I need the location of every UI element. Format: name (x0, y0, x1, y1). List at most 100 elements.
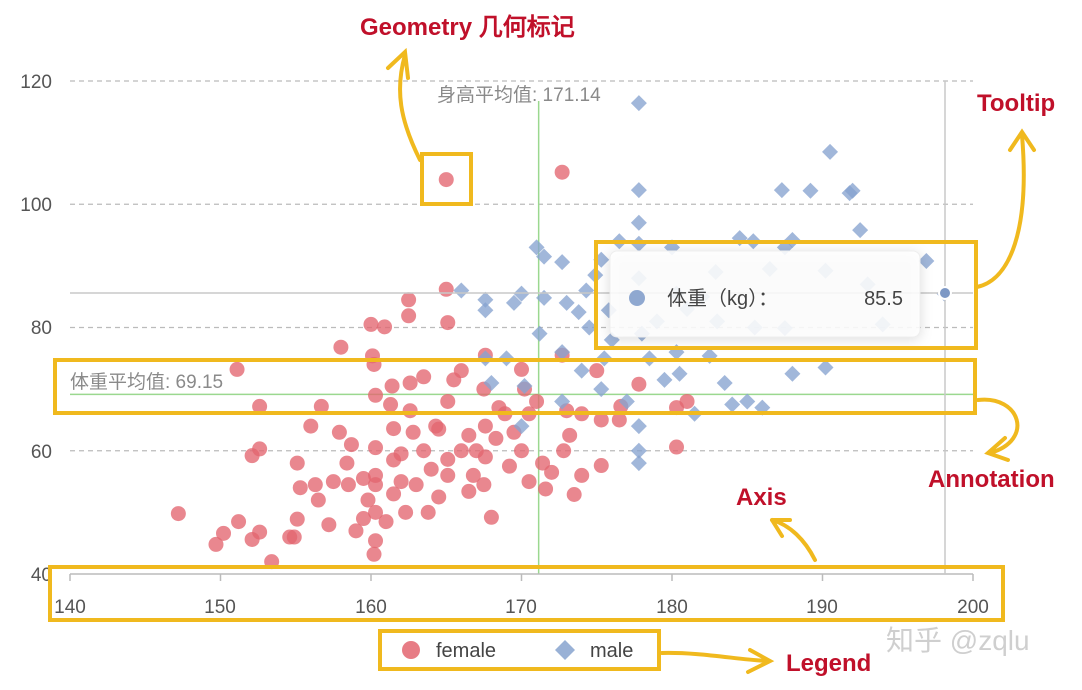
female-point (440, 467, 456, 483)
female-point (343, 437, 359, 453)
female-point (416, 443, 432, 459)
female-point (286, 529, 302, 545)
male-point (483, 374, 500, 391)
female-point (386, 421, 402, 437)
female-point (611, 412, 627, 428)
data-points (170, 95, 953, 570)
female-point (355, 511, 371, 527)
legend-item-female[interactable]: female (402, 640, 496, 662)
male-point (578, 282, 595, 299)
male-point (581, 319, 598, 336)
female-point (420, 504, 436, 520)
female-point (355, 470, 371, 486)
female-point (333, 339, 349, 355)
female-point (529, 393, 545, 409)
female-point (416, 369, 432, 385)
female-point (465, 467, 481, 483)
tooltip-marker-icon (629, 290, 645, 306)
geometry-box (420, 152, 473, 206)
female-point (368, 533, 384, 549)
female-point (216, 525, 232, 541)
female-point (378, 514, 394, 530)
female-point (229, 361, 245, 377)
male-point (784, 365, 801, 382)
female-point (340, 477, 356, 493)
male-point (656, 371, 673, 388)
female-point (453, 443, 469, 459)
male-point (477, 291, 494, 308)
legend-box (378, 629, 661, 671)
y-axis-ticks: 120 100 80 60 40 (20, 72, 52, 586)
female-point (438, 172, 454, 188)
male-point (554, 344, 571, 361)
female-point (593, 412, 609, 428)
female-point (514, 443, 529, 459)
tooltip: 体重（kg）： 85.5 (609, 250, 921, 338)
female-point (307, 477, 323, 493)
female-point (252, 398, 268, 414)
y-tick-label: 100 (20, 195, 52, 216)
female-point (501, 458, 517, 474)
female-point (393, 474, 409, 490)
female-point (408, 477, 424, 493)
legend-item-male[interactable]: male (555, 640, 633, 662)
female-point (556, 443, 572, 459)
crosshair-active-point[interactable] (938, 286, 952, 300)
male-point (513, 418, 530, 435)
y-tick-label: 60 (31, 442, 52, 463)
height-mean-annotation: 身高平均值: 171.14 (437, 84, 601, 106)
x-axis-ticks: 140 150 160 170 180 190 200 (54, 597, 989, 618)
female-point (313, 398, 329, 414)
male-point (570, 304, 587, 321)
female-point (377, 319, 393, 335)
male-point (505, 294, 522, 311)
annotation-box (53, 358, 977, 415)
female-point (461, 483, 477, 499)
female-point (368, 504, 384, 520)
y-tick-label: 40 (31, 565, 52, 586)
female-point (310, 492, 326, 508)
male-point (724, 396, 741, 413)
female-point (593, 458, 609, 474)
female-point (363, 316, 379, 332)
female-point (325, 474, 341, 490)
female-point (208, 536, 224, 552)
female-point (348, 523, 364, 539)
female-point (393, 446, 409, 462)
x-tick-label: 140 (54, 597, 86, 618)
male-point (536, 248, 553, 265)
geometry-callout: Geometry 几何标记 (360, 14, 575, 41)
female-point (402, 375, 418, 391)
male-point (773, 182, 790, 199)
female-point (631, 376, 647, 392)
male-point (817, 359, 834, 376)
female-point (405, 424, 421, 440)
female-point (538, 481, 554, 497)
x-tick-label: 200 (957, 597, 989, 618)
male-point (516, 378, 533, 395)
male-point (531, 325, 548, 342)
x-tick-label: 180 (656, 597, 688, 618)
female-point (368, 387, 384, 403)
weight-mean-annotation: 体重平均值: 69.15 (70, 371, 223, 393)
x-tick-label: 170 (505, 597, 537, 618)
tooltip-box (594, 240, 978, 350)
female-point (521, 474, 537, 490)
female-point (339, 455, 355, 471)
female-point (368, 467, 384, 483)
male-point (593, 381, 610, 398)
female-point (303, 418, 319, 434)
female-point (170, 506, 186, 522)
female-point (562, 427, 578, 443)
male-point (558, 294, 575, 311)
female-point (514, 361, 529, 377)
male-point (739, 393, 756, 410)
male-point (671, 365, 688, 382)
watermark: 知乎 @zqlu (886, 625, 1030, 656)
female-point (384, 378, 400, 394)
female-point (231, 514, 247, 530)
male-point (630, 182, 647, 199)
female-point (574, 467, 590, 483)
female-point (289, 455, 305, 471)
